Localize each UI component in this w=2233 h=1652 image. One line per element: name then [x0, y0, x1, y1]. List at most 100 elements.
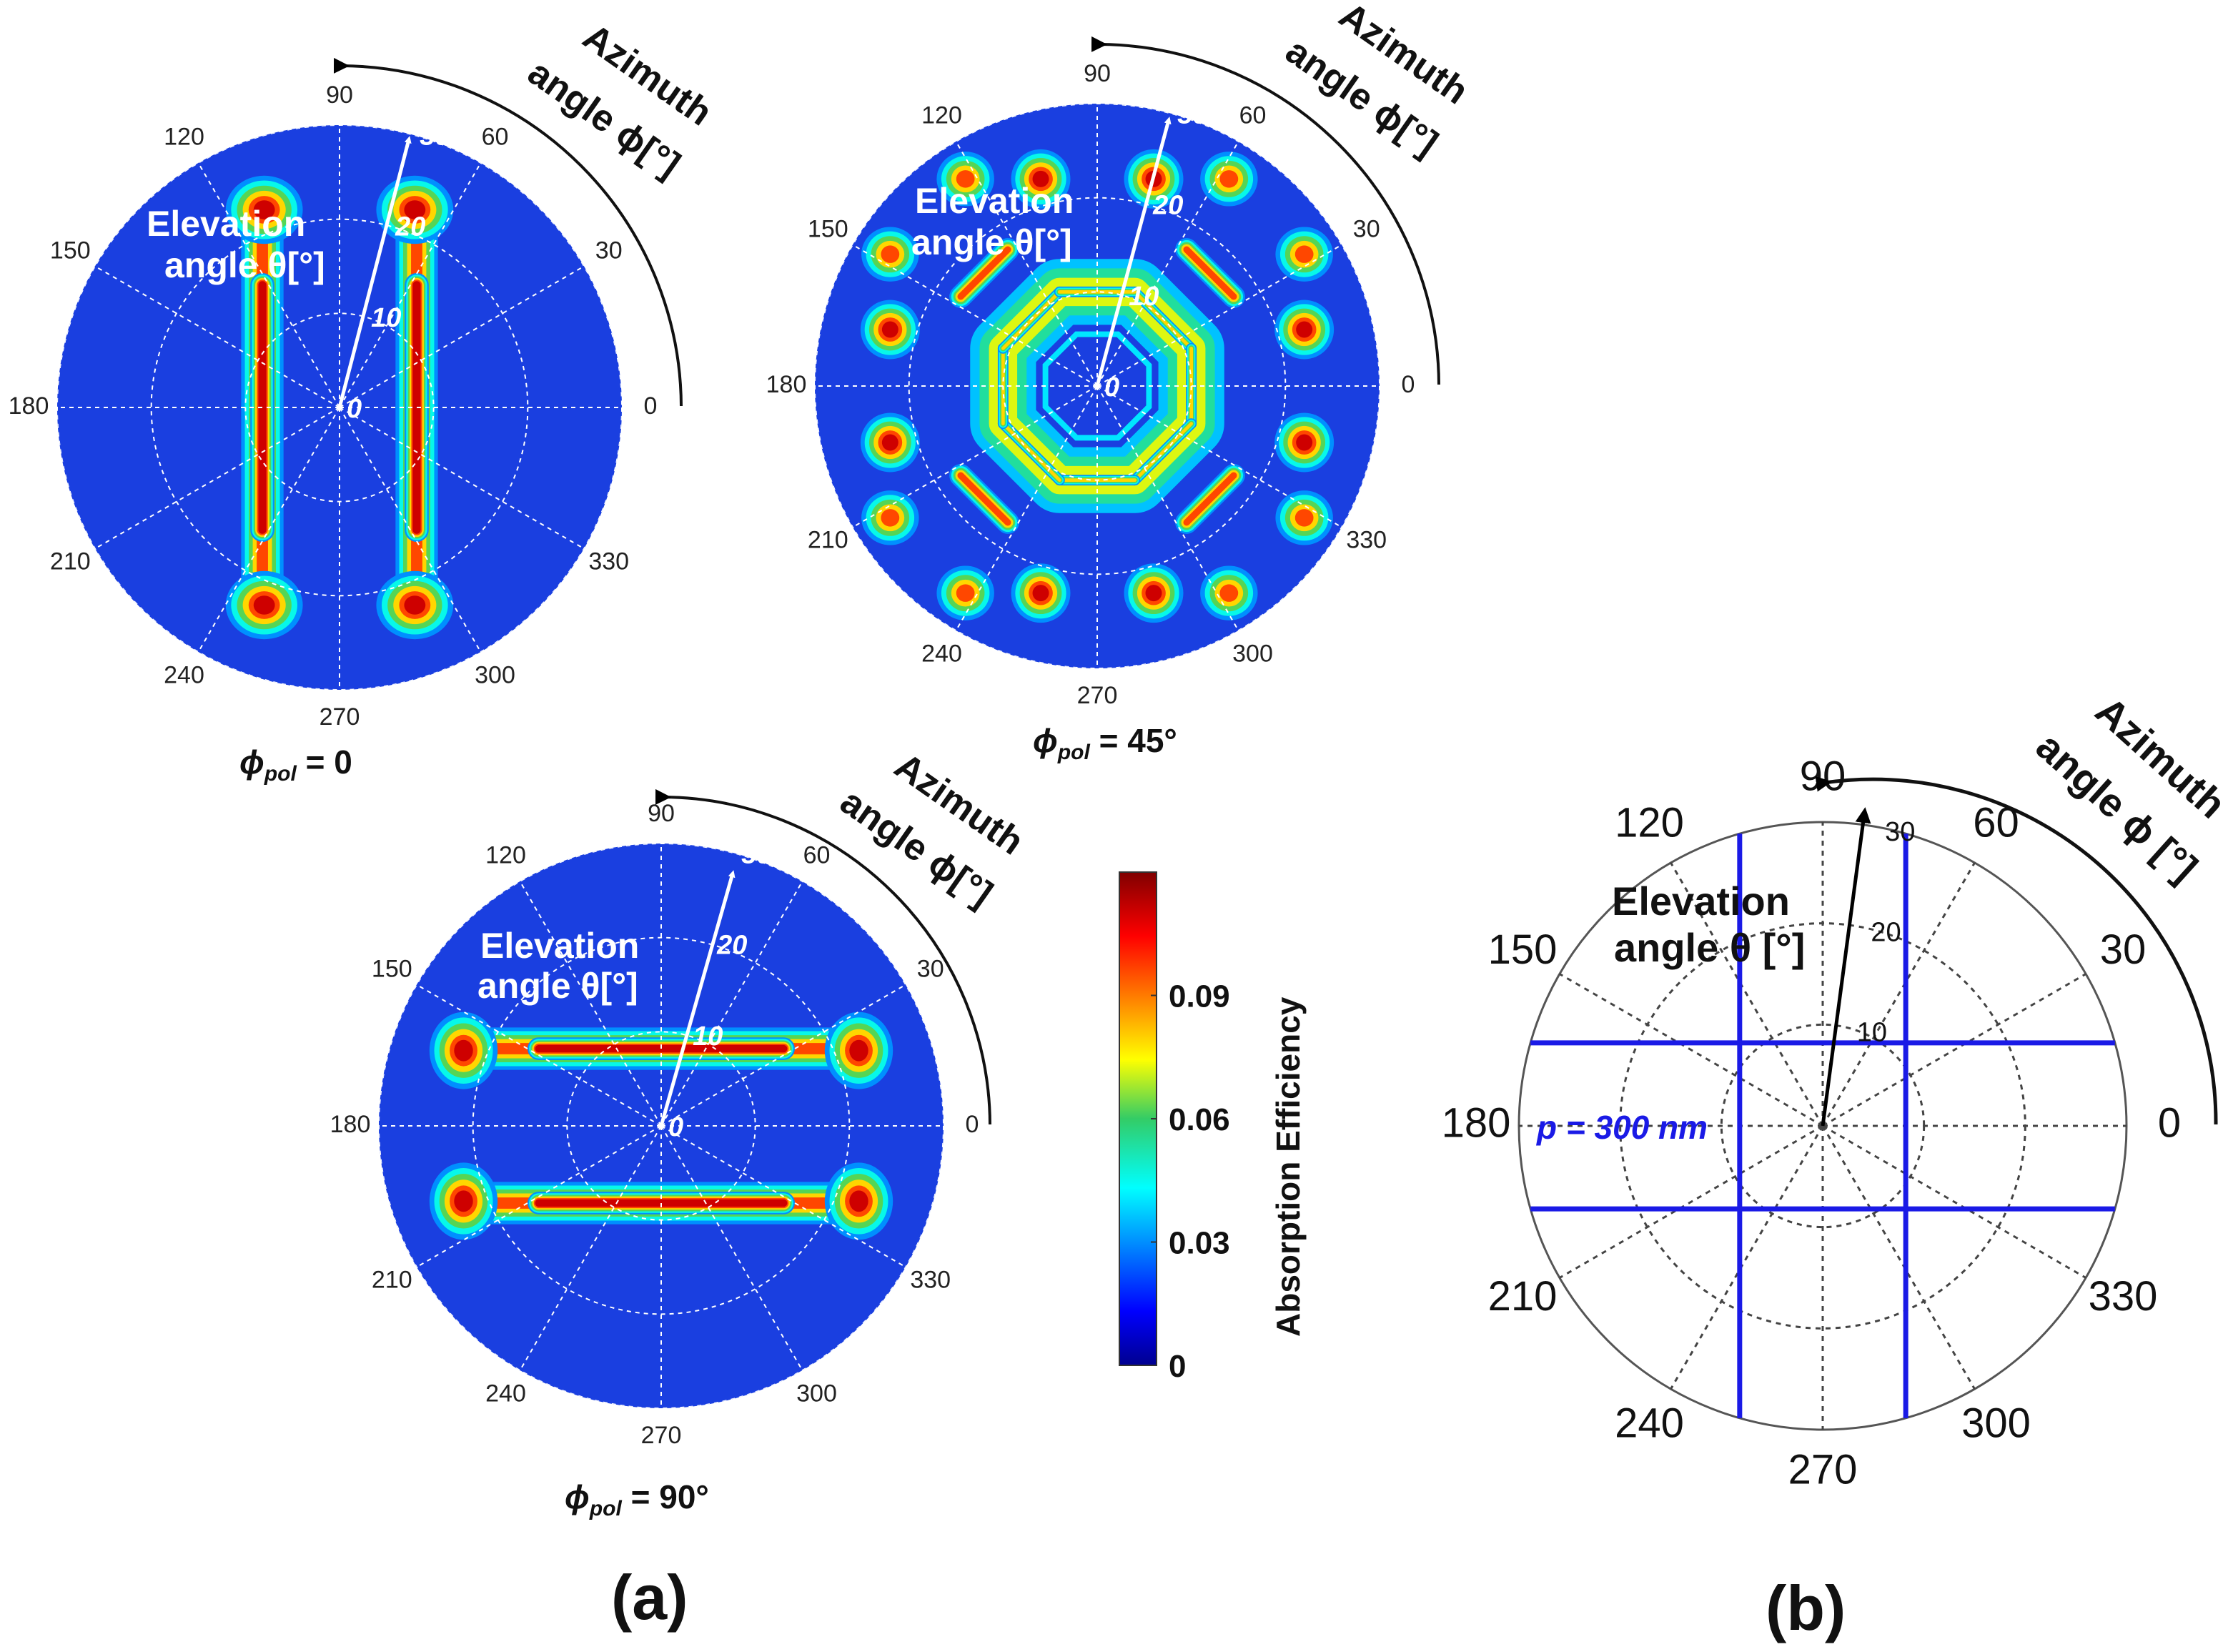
r-tick-label: 0 — [1104, 372, 1119, 402]
elevation-arrow — [337, 136, 412, 408]
r-tick-label: 0 — [347, 394, 362, 424]
grid-spoke — [1670, 862, 1824, 1127]
grid-spoke — [339, 265, 585, 408]
schematic-polar-plot: 0 30 60 90 120 150 180 210 240 270 300 330 10 20 30 E… — [1442, 688, 2233, 1493]
theta-tick-label: 120 — [921, 102, 962, 129]
r-tick-label: 20 — [1871, 917, 1901, 947]
outer-peak-3 — [1274, 412, 1335, 473]
r-tick-label: 10 — [1129, 282, 1159, 312]
elevation-label-line2: angle θ[°] — [164, 245, 325, 285]
peak-1 — [824, 1012, 893, 1089]
outer-peak-7-level — [1032, 585, 1049, 602]
panel-caption: ϕpol = 45° — [1033, 722, 1177, 764]
grid-spoke — [1821, 862, 1976, 1127]
outer-dark-1-level — [1294, 245, 1314, 263]
panel-caption: ϕpol = 90° — [565, 1478, 709, 1520]
peak-1-level — [404, 200, 426, 219]
grid-circle — [908, 197, 1287, 575]
elevation-arrow — [659, 870, 736, 1127]
ring-edge-6 — [997, 286, 1065, 354]
outer-dark-4 — [1200, 152, 1258, 207]
outer-peak-5 — [1011, 149, 1071, 209]
theta-tick-label: 180 — [1442, 1099, 1511, 1146]
grid-spoke — [660, 984, 906, 1127]
theta-tick-label: 240 — [164, 662, 204, 689]
theta-tick-label: 60 — [1239, 102, 1267, 129]
heatmap-layer — [379, 844, 944, 1408]
peak-2-level — [253, 595, 275, 615]
theta-tick-label: 150 — [1488, 926, 1558, 973]
grid-spoke — [339, 162, 482, 408]
theta-tick-label: 300 — [796, 1380, 837, 1408]
ring-edge-4-level — [1001, 422, 1061, 483]
theta-tick-label: 210 — [50, 548, 91, 575]
grid-spoke — [1821, 1125, 1976, 1390]
grid-spoke — [339, 407, 482, 653]
theta-tick-label: 60 — [1973, 799, 2019, 846]
theta-tick-label: 330 — [588, 548, 629, 575]
grid-spoke — [1096, 385, 1239, 631]
theta-tick-label: 150 — [808, 215, 848, 242]
diag-2 — [1175, 464, 1245, 534]
grid-spoke — [660, 1125, 803, 1371]
grid-spoke — [852, 244, 1098, 387]
theta-tick-label: 60 — [803, 841, 831, 869]
ring-edge-4 — [997, 418, 1065, 486]
outer-dark-3 — [1275, 490, 1333, 545]
diag-1 — [949, 238, 1019, 308]
theta-tick-label: 30 — [917, 955, 944, 982]
grid-spoke — [1670, 1125, 1824, 1390]
theta-tick-label: 150 — [372, 955, 412, 982]
ring-edge-6-level — [1001, 290, 1061, 350]
peak-2 — [429, 1162, 498, 1240]
outer-dark-3-level — [1294, 509, 1314, 527]
theta-tick-label: 180 — [330, 1111, 371, 1138]
theta-tick-label: 210 — [808, 526, 848, 553]
outer-peak-1-level — [1296, 321, 1313, 338]
theta-tick-label: 150 — [50, 237, 91, 264]
grid-circle — [1002, 291, 1192, 481]
outer-peak-1 — [1274, 300, 1335, 360]
theta-tick-label: 120 — [1615, 799, 1684, 846]
outer-dark-5-level — [956, 170, 975, 188]
diag-3-level — [957, 472, 1011, 526]
r-tick-label: 10 — [1857, 1018, 1887, 1048]
panel-label-b: (b) — [1766, 1573, 1846, 1643]
theta-tick-label: 330 — [2089, 1273, 2158, 1320]
pitch-label: p = 300 nm — [1535, 1109, 1708, 1146]
peak-0-level — [253, 200, 275, 219]
theta-tick-label: 210 — [1488, 1273, 1558, 1320]
outer-peak-6 — [1124, 563, 1184, 623]
ring-edge-2 — [1129, 418, 1197, 486]
r-tick-label: 0 — [668, 1112, 683, 1142]
r-tick-label: 30 — [741, 839, 771, 869]
theta-tick-label: 120 — [485, 841, 526, 869]
heatmap-layer — [57, 125, 622, 690]
grid-spoke — [660, 1125, 906, 1268]
peak-2 — [225, 570, 303, 640]
theta-tick-label: 270 — [641, 1422, 682, 1449]
azimuth-arc — [1091, 36, 1440, 385]
theta-tick-label: 300 — [1961, 1400, 2031, 1446]
outer-peak-2 — [860, 412, 920, 473]
peak-3-level — [849, 1190, 868, 1212]
grid-spoke — [955, 141, 1098, 387]
azimuth-arc — [1815, 776, 2218, 1125]
outer-dark-2 — [861, 490, 919, 545]
grid-circle — [150, 218, 529, 597]
ring-edge-0 — [1129, 286, 1197, 354]
outer-peak-3-level — [1296, 434, 1313, 451]
r-tick-label: 10 — [693, 1022, 723, 1052]
grid-spoke — [955, 385, 1098, 631]
elevation-label-line1: Elevation — [147, 204, 305, 244]
grid-spoke — [519, 881, 662, 1127]
colorbar: 0 0.03 0.06 0.09 Absorption Efficiency — [1119, 871, 1307, 1384]
grid-spoke — [1822, 1124, 2086, 1279]
colorbar-tick-label: 0 — [1169, 1349, 1186, 1384]
heatmap-layer — [815, 104, 1380, 668]
r-tick-label: 30 — [420, 121, 450, 151]
elevation-label-line1: Elevation — [480, 926, 639, 966]
theta-tick-label: 240 — [485, 1380, 526, 1408]
